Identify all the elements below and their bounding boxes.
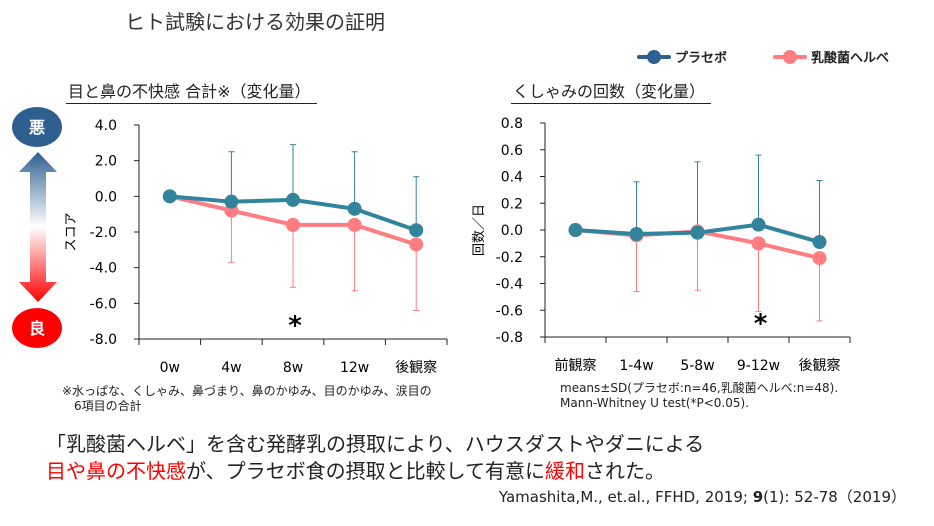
y-tick-label: -0.4 (496, 277, 523, 293)
y-axis-label: 回数／日 (472, 204, 487, 256)
y-tick-label: -4.0 (90, 261, 117, 277)
data-point-helve (286, 217, 300, 232)
footnote-line: 6項目の合計 (74, 399, 142, 413)
legend-item-placebo: プラセボ (637, 47, 727, 66)
y-tick-label: -6.0 (90, 296, 117, 312)
bad-label: 悪 (29, 118, 45, 137)
data-point-placebo (347, 201, 362, 216)
y-tick-label: 0.8 (501, 116, 523, 132)
good-badge (12, 308, 62, 348)
chart2: 0.8 0.6 0.4 0.2 0.0 -0.2 -0.4 -0.6 -0.8 前観察 1-4w 5-… (472, 116, 851, 374)
y-tick-label: 0.4 (501, 170, 523, 186)
y-tick-label: 0.0 (501, 223, 523, 239)
x-tick-label: 4w (221, 360, 241, 376)
y-tick-label: 2.0 (95, 154, 117, 170)
citation-volume: 9 (752, 488, 764, 506)
x-tick-label: 8w (283, 360, 303, 376)
data-point-placebo (409, 223, 424, 238)
data-point-placebo (812, 235, 827, 250)
legend-label: プラセボ (675, 51, 728, 66)
citation: Yamashita,M., et.al., FFHD, 2019; 9(1): … (499, 486, 906, 507)
text: が、プラセボ食の摂取と比較して有意に (186, 459, 545, 483)
data-point-placebo (286, 192, 300, 207)
data-point-helve (409, 237, 424, 252)
data-point-placebo (568, 223, 583, 237)
y-tick-label: -2.0 (90, 225, 117, 241)
conclusion-line2: 目や鼻の不快感が、プラセボ食の摂取と比較して有意に緩和された。 (46, 455, 665, 484)
good-bad-arrow (19, 152, 57, 302)
chart1-title: 目と鼻の不快感 合計※（変化量） (66, 78, 317, 104)
x-tick-label: 9-12w (737, 358, 780, 374)
chart2-footnote: means±SD(プラセボ:n=46,乳酸菌ヘルベ:n=48). Mann-Wh… (560, 381, 838, 411)
footnote-line: Mann-Whitney U test(*P<0.05). (560, 396, 750, 410)
data-point-helve (347, 217, 362, 232)
footnote-line: means±SD(プラセボ:n=46,乳酸菌ヘルベ:n=48). (560, 381, 839, 395)
data-point-placebo (224, 194, 239, 209)
chart1-footnote: ※水っぱな、くしゃみ、鼻づまり、鼻のかゆみ、目のかゆみ、涙目の 6項目の合計 (62, 384, 432, 414)
y-tick-label: -0.8 (496, 330, 523, 346)
x-tick-label: 後観察 (799, 357, 841, 374)
y-axis-label: スコア (64, 212, 79, 251)
legend-marker (773, 49, 807, 64)
y-tick-label: -0.2 (496, 250, 523, 266)
y-tick-label: 4.0 (95, 118, 117, 134)
chart1: 4.0 2.0 0.0 -2.0 -4.0 -6.0 -8.0 0w 4w 8w 12w 後観察 スコア… (64, 118, 448, 376)
y-tick-label: 0.2 (501, 196, 523, 212)
data-point-placebo (629, 227, 644, 242)
footnote-line: ※水っぱな、くしゃみ、鼻づまり、鼻のかゆみ、目のかゆみ、涙目の (62, 384, 432, 398)
conclusion-line1: 「乳酸菌ヘルベ」を含む発酵乳の摂取により、ハウスダストやダニによる (46, 432, 705, 456)
significance-marker: * (754, 309, 768, 339)
legend-marker (637, 49, 671, 64)
bad-badge (12, 107, 62, 147)
x-tick-label: 前観察 (555, 357, 597, 374)
chart2-title: くしゃみの回数（変化量） (511, 78, 712, 104)
highlight-text: 目や鼻の不快感 (46, 459, 186, 483)
page-title: ヒト試験における効果の証明 (125, 10, 385, 34)
text: された。 (585, 459, 665, 483)
x-tick-label: 12w (340, 360, 369, 376)
legend-label: 乳酸菌ヘルベ (811, 51, 890, 66)
data-point-helve (812, 251, 827, 266)
citation-text: (1): 52-78（2019） (763, 488, 906, 506)
y-tick-label: -8.0 (90, 332, 117, 348)
significance-marker: * (288, 311, 302, 341)
data-point-placebo (751, 217, 766, 232)
highlight-text: 緩和 (545, 459, 585, 483)
x-tick-label: 1-4w (619, 358, 653, 374)
y-tick-label: 0.6 (501, 143, 523, 159)
good-label: 良 (29, 319, 45, 338)
x-tick-label: 0w (160, 360, 180, 376)
citation-text: Yamashita,M., et.al., FFHD, 2019; (498, 488, 753, 506)
x-tick-label: 5-8w (680, 358, 714, 374)
y-tick-label: -0.6 (496, 303, 523, 319)
data-point-helve (751, 236, 766, 251)
legend-item-helve: 乳酸菌ヘルベ (773, 47, 889, 66)
data-point-placebo (162, 189, 177, 204)
y-tick-label: 0.0 (95, 189, 117, 205)
x-tick-label: 後観察 (395, 359, 437, 376)
data-point-placebo (690, 225, 705, 240)
